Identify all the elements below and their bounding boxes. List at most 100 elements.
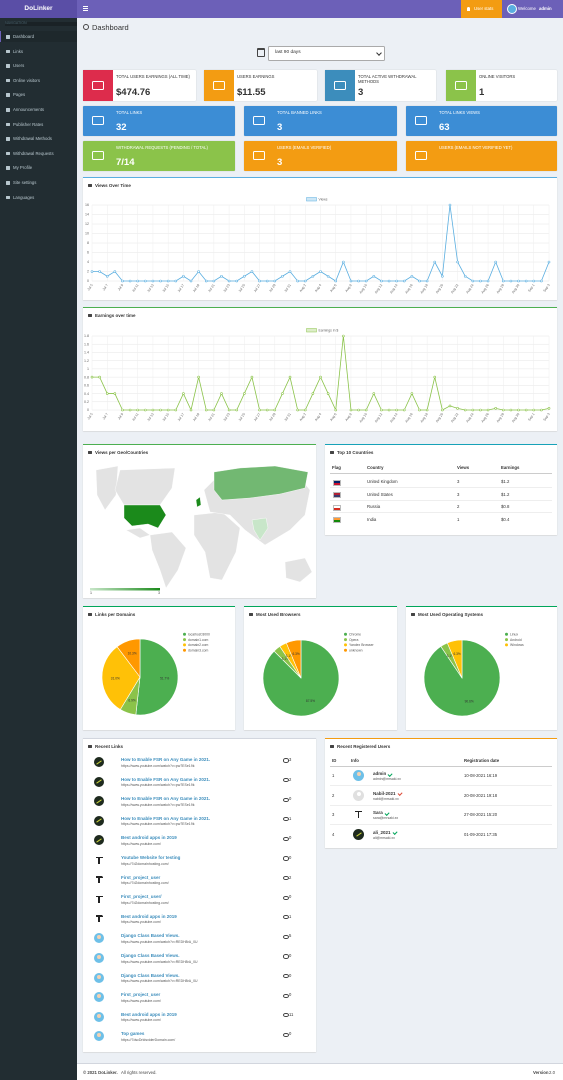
sidebar-item[interactable]: Dashboard xyxy=(13,34,35,39)
link-title[interactable]: How to Enable FSR on Any Game in 2021. xyxy=(121,796,211,802)
link-views: 3 xyxy=(289,757,292,762)
country-views: 2 xyxy=(457,504,460,510)
sidebar-item[interactable]: Online visitors xyxy=(13,77,40,83)
eye-icon xyxy=(283,1032,289,1037)
link-url: https://www.youtube.com/ xyxy=(121,998,161,1003)
sidebar-item[interactable]: Publisher Rates xyxy=(13,121,44,127)
date-filter-select[interactable] xyxy=(268,46,385,61)
panel-icon xyxy=(88,183,92,187)
user-id: 1 xyxy=(332,773,335,778)
eye-icon xyxy=(283,915,289,920)
avatar-face xyxy=(356,772,361,776)
sidebar-item[interactable]: Pages xyxy=(13,92,26,98)
country-earnings: $1.2 xyxy=(501,491,510,497)
info-box-label: USERS (EMAILS NOT VERIFIED YET) xyxy=(439,145,513,150)
panel-title: Views Over Time xyxy=(95,182,131,188)
country-name: United States xyxy=(367,491,393,497)
link-avatar xyxy=(94,757,104,767)
link-title[interactable]: How to Enable FSR on Any Game in 2021. xyxy=(121,776,211,782)
user-id: 2 xyxy=(332,792,335,798)
info-box-icon-bg xyxy=(446,70,476,101)
sidebar-heading: NAVIGATION xyxy=(5,21,77,26)
panel: Views Over Time xyxy=(83,177,557,300)
panel-title: Earnings over time xyxy=(95,312,136,318)
sidebar-item[interactable]: Withdrawal Methods xyxy=(13,136,52,142)
info-box-icon xyxy=(334,80,346,90)
info-box-icon xyxy=(213,80,225,90)
welcome-user: admin xyxy=(539,6,552,11)
panel: Most Used Operating Systems xyxy=(406,606,557,730)
sidebar-toggle-mid xyxy=(83,8,88,9)
avatar-stroke xyxy=(96,799,102,804)
link-title[interactable]: Django Class Based Views. xyxy=(121,953,180,958)
sidebar-item[interactable]: Announcements xyxy=(13,107,45,112)
panel-icon xyxy=(88,612,92,616)
panel: Recent Links xyxy=(83,738,316,1052)
sidebar-item[interactable]: Withdrawal Requests xyxy=(13,150,54,156)
avatar-face xyxy=(97,1033,101,1038)
user-avatar[interactable] xyxy=(507,4,517,14)
link-views: 1 xyxy=(289,815,292,821)
user-date: 01-09-2021 17:35 xyxy=(464,831,498,837)
panel-title: Most Used Operating Systems xyxy=(418,611,484,617)
link-title[interactable]: How to Enable FSR on Any Game in 2021. xyxy=(121,757,211,762)
info-box-label: ONLINE VISITORS xyxy=(479,74,516,79)
user-avatar xyxy=(353,809,364,820)
link-views: 0 xyxy=(289,953,292,958)
info-box-value: $11.55 xyxy=(237,87,266,98)
info-box: WITHDRAWAL REQUESTS (PENDING / TOTAL) 7/1… xyxy=(83,141,235,171)
sidebar-icon xyxy=(6,49,10,54)
sidebar-item[interactable]: Users xyxy=(13,63,25,69)
link-title[interactable]: First_project_user xyxy=(121,992,161,998)
user-stats-button[interactable] xyxy=(461,0,502,18)
link-title[interactable]: Best android apps in 2019 xyxy=(121,1011,177,1017)
info-box: TOTAL ACTIVE WITHDRAWAL METHODS 3 xyxy=(325,70,436,101)
link-title[interactable]: Youtube Website for testing xyxy=(121,855,181,860)
avatar-stroke xyxy=(96,818,102,823)
sidebar-toggle[interactable] xyxy=(83,6,88,11)
country-name: United Kingdom xyxy=(367,479,398,484)
eye-icon xyxy=(283,973,289,979)
country-views: 3 xyxy=(457,479,460,484)
link-avatar xyxy=(94,972,104,983)
link-title[interactable]: Django Class Based Views. xyxy=(121,933,180,939)
link-title[interactable]: Best android apps in 2019 xyxy=(121,835,177,841)
link-title[interactable]: First_project_user xyxy=(121,874,161,880)
user-id: 3 xyxy=(332,812,335,817)
info-box: TOTAL BANNED LINKS 3 xyxy=(244,106,397,136)
user-name: Nabil-2021 xyxy=(373,790,396,796)
table-header: Earnings xyxy=(501,465,520,470)
user-email: ali@mrsaki.xx xyxy=(373,835,395,840)
link-avatar xyxy=(94,815,104,826)
table-header: Registration date xyxy=(464,758,500,763)
link-title[interactable]: How to Enable FSR on Any Game in 2021. xyxy=(121,815,211,821)
avatar-letter-stem xyxy=(98,856,100,864)
sidebar-item[interactable]: Links xyxy=(13,48,24,54)
sidebar-item[interactable]: My Profile xyxy=(13,165,33,171)
footer-version-label: Version xyxy=(533,1070,549,1075)
link-title[interactable]: Best android apps in 2019 xyxy=(121,913,177,919)
link-url: https://www.youtube.com/watch?v=pw7ESe19… xyxy=(121,802,195,807)
eye-icon xyxy=(283,993,289,998)
sidebar-item[interactable]: Site settings xyxy=(13,180,37,185)
eye-icon xyxy=(283,934,289,939)
panel-icon xyxy=(88,450,92,454)
link-title[interactable]: Django Class Based Views. xyxy=(121,972,180,978)
link-views: 0 xyxy=(289,992,292,998)
avatar-stroke xyxy=(96,759,102,765)
country-earnings: $0.4 xyxy=(501,516,510,522)
brand[interactable]: DoLinker xyxy=(24,5,53,12)
eye-icon xyxy=(283,954,289,959)
country-earnings: $1.2 xyxy=(501,479,510,484)
info-box-icon xyxy=(92,116,104,125)
link-avatar xyxy=(94,796,104,807)
panel-title: Views per Geo/Countries xyxy=(95,449,149,455)
sidebar-icon xyxy=(6,181,10,185)
sidebar-item[interactable]: Languages xyxy=(13,194,35,200)
link-views: 2 xyxy=(289,874,292,880)
eye-icon xyxy=(283,758,289,763)
link-title[interactable]: Top games xyxy=(121,1031,145,1037)
panel-icon xyxy=(249,612,253,616)
link-title[interactable]: First_project_user/ xyxy=(121,894,162,900)
link-views: 0 xyxy=(289,796,292,802)
